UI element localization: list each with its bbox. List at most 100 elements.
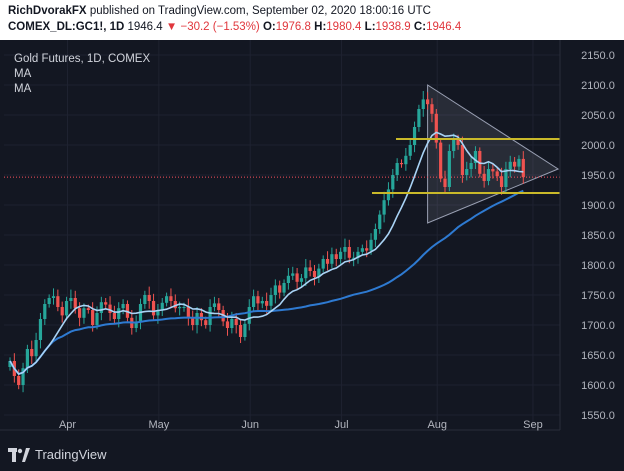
close-label: C: <box>413 21 427 33</box>
candle-body <box>504 169 508 187</box>
time-tick-label: May <box>148 419 169 431</box>
candle-body <box>108 304 112 313</box>
ma-slow-line <box>9 189 524 376</box>
candle-body <box>365 248 369 251</box>
candle-body <box>517 158 521 167</box>
time-tick-label: Jun <box>241 419 259 431</box>
candle-body <box>460 145 464 175</box>
price-tick-label: 2000.0 <box>581 140 615 152</box>
candle-body <box>465 169 469 175</box>
candle-body <box>282 283 286 293</box>
tradingview-icon <box>8 447 30 462</box>
moving-averages <box>9 131 524 376</box>
high-label: H: <box>314 21 327 33</box>
price-tick-label: 2100.0 <box>581 80 615 92</box>
price-tick-label: 1950.0 <box>581 170 615 182</box>
candle-body <box>243 323 247 337</box>
open-label: O: <box>262 21 276 33</box>
candle-body <box>491 169 495 172</box>
time-tick-label: Aug <box>427 419 447 431</box>
last-price: 1946.4 <box>127 21 163 33</box>
candle-body <box>91 310 95 325</box>
chart-legend: Gold Futures, 1D, COMEX MA MA <box>14 53 150 95</box>
candle-body <box>86 308 90 310</box>
price-tick-label: 1700.0 <box>581 320 615 332</box>
candle-body <box>395 163 399 175</box>
legend-ma-fast: MA <box>14 68 32 80</box>
candle-body <box>343 247 347 252</box>
candle-body <box>382 200 386 215</box>
candle-body <box>286 275 290 283</box>
candle-body <box>73 298 77 309</box>
candle-body <box>521 158 525 178</box>
candle-body <box>486 169 491 181</box>
candle-body <box>225 321 230 328</box>
high-value: 1980.4 <box>326 21 362 33</box>
candle-body <box>408 145 412 156</box>
candle-body <box>21 368 25 385</box>
candle-body <box>339 251 343 259</box>
candle-body <box>447 151 451 187</box>
time-axis[interactable]: Apr May Jun Jul Aug Sep <box>0 419 560 431</box>
candle-body <box>452 139 456 151</box>
close-value: 1946.4 <box>426 21 462 33</box>
candle-body <box>191 317 195 325</box>
candle-body <box>265 301 269 306</box>
publication-header: RichDvorakFX published on TradingView.co… <box>0 0 624 40</box>
candle-body <box>508 161 512 169</box>
footer-bar <box>0 438 624 471</box>
candle-body <box>69 298 73 301</box>
candle-body <box>495 171 499 177</box>
candle-body <box>143 295 147 304</box>
candle-body <box>399 163 404 165</box>
legend-title: Gold Futures, 1D, COMEX <box>14 53 150 65</box>
price-tick-label: 1650.0 <box>581 350 615 362</box>
candle-body <box>430 104 434 114</box>
candle-body <box>99 302 103 313</box>
candle-body <box>151 301 156 316</box>
candle-body <box>147 295 151 301</box>
candle-body <box>17 376 21 385</box>
candle-body <box>25 349 29 369</box>
tradingview-logo[interactable]: TradingView <box>8 447 107 462</box>
candle-body <box>95 313 99 325</box>
candle-body <box>304 267 308 279</box>
price-chart[interactable]: 2010.01920.01946.4 1550.01600.01650.0170… <box>0 40 624 438</box>
symmetrical-triangle <box>427 84 560 224</box>
candle-body <box>182 307 186 308</box>
candle-body <box>421 99 425 109</box>
candle-body <box>482 173 486 181</box>
candle-body <box>165 296 169 303</box>
triangle-pattern <box>427 84 560 224</box>
low-value: 1938.9 <box>375 21 411 33</box>
price-tick-label: 1900.0 <box>581 200 615 212</box>
candle-body <box>347 247 351 258</box>
candle-body <box>38 319 43 340</box>
time-tick-label: Apr <box>59 419 76 431</box>
candle-body <box>295 273 299 282</box>
price-tick-label: 1800.0 <box>581 260 615 272</box>
candle-body <box>195 313 199 325</box>
candle-body <box>252 296 256 307</box>
candle-body <box>34 340 38 357</box>
candle-body <box>434 113 438 143</box>
author-name[interactable]: RichDvorakFX <box>8 5 87 17</box>
price-tick-label: 2050.0 <box>581 110 615 122</box>
down-triangle-icon: ▼ <box>165 21 178 33</box>
time-tick-label: Jul <box>335 419 349 431</box>
candle-body <box>64 301 69 316</box>
candle-body <box>117 308 121 319</box>
candle-body <box>499 176 504 187</box>
symbol-label: COMEX_DL:GC1!, 1D <box>8 21 125 33</box>
candle-body <box>178 307 182 309</box>
price-axis[interactable]: 1550.0 1600.0 1650.0 1700.0 1750.0 1800.0 1850… <box>559 40 624 430</box>
tradingview-brand: TradingView <box>35 447 107 462</box>
candle-body <box>43 304 47 319</box>
candle-body <box>134 322 138 328</box>
price-tick-label: 2150.0 <box>581 50 615 62</box>
grid-lines <box>4 40 560 430</box>
candle-body <box>47 298 51 304</box>
price-axis-background <box>560 40 624 430</box>
candle-body <box>378 214 382 229</box>
